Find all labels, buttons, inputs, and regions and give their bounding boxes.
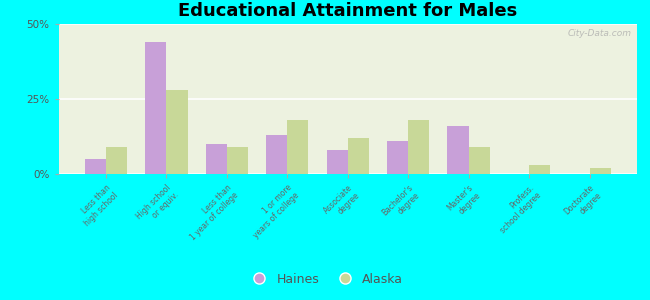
Bar	[529, 165, 551, 174]
Bar	[166, 90, 188, 174]
Bar	[326, 150, 348, 174]
Bar	[387, 141, 408, 174]
Bar	[205, 144, 227, 174]
Bar	[227, 147, 248, 174]
Bar	[447, 126, 469, 174]
Legend: Haines, Alaska: Haines, Alaska	[242, 268, 408, 291]
Text: City-Data.com: City-Data.com	[567, 28, 631, 38]
Bar	[590, 168, 611, 174]
Bar	[408, 120, 430, 174]
Bar	[145, 42, 166, 174]
Bar	[469, 147, 490, 174]
Bar	[266, 135, 287, 174]
Bar	[348, 138, 369, 174]
Bar	[84, 159, 106, 174]
Title: Educational Attainment for Males: Educational Attainment for Males	[178, 2, 517, 20]
Bar	[106, 147, 127, 174]
Bar	[287, 120, 309, 174]
